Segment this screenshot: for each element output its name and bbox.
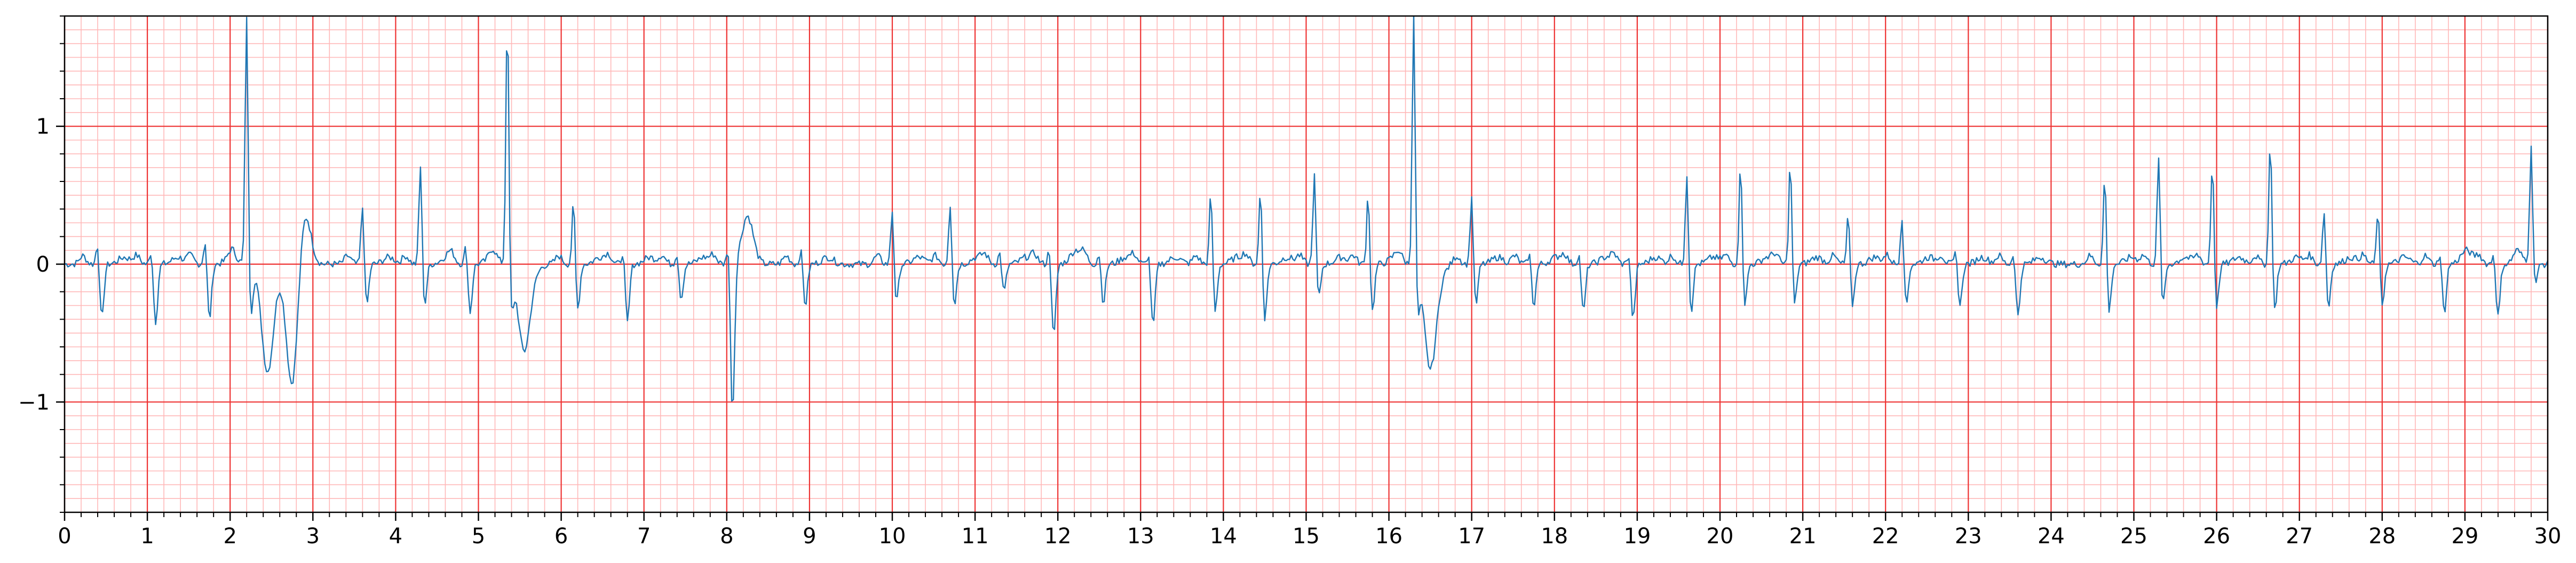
y-tick-label: 0 <box>36 252 50 277</box>
x-tick-label: 11 <box>962 524 989 549</box>
x-tick-label: 6 <box>554 524 568 549</box>
y-axis: −1 0 1 <box>18 15 65 513</box>
major-grid <box>64 16 2549 512</box>
x-axis: 0 1 2 3 4 5 6 7 8 9 10 11 12 13 14 15 16 17 18 19 20 21 22 23 24… <box>58 512 2561 549</box>
x-tick-label: 22 <box>1872 524 1899 549</box>
x-tick-label: 21 <box>1789 524 1817 549</box>
x-tick-label: 28 <box>2368 524 2396 549</box>
y-tick-label: −1 <box>18 390 50 415</box>
x-tick-label: 2 <box>223 524 236 549</box>
x-tick-label: 29 <box>2451 524 2478 549</box>
x-tick-label: 20 <box>1707 524 1734 549</box>
x-tick-label: 19 <box>1623 524 1651 549</box>
x-tick-label: 18 <box>1541 524 1568 549</box>
x-tick-label: 27 <box>2286 524 2313 549</box>
x-tick-label: 25 <box>2120 524 2147 549</box>
x-tick-label: 17 <box>1458 524 1485 549</box>
x-tick-label: 13 <box>1127 524 1154 549</box>
plot-area <box>65 16 2548 402</box>
x-tick-label: 4 <box>389 524 402 549</box>
x-tick-label: 26 <box>2203 524 2230 549</box>
x-tick-label: 5 <box>472 524 485 549</box>
x-tick-label: 7 <box>637 524 651 549</box>
x-tick-label: 24 <box>2038 524 2065 549</box>
x-tick-label: 12 <box>1044 524 1072 549</box>
x-tick-label: 0 <box>58 524 71 549</box>
x-tick-label: 9 <box>803 524 816 549</box>
x-tick-label: 10 <box>879 524 906 549</box>
x-tick-label: 23 <box>1955 524 1982 549</box>
x-tick-label: 8 <box>720 524 733 549</box>
x-tick-label: 16 <box>1375 524 1402 549</box>
x-tick-label: 15 <box>1293 524 1320 549</box>
x-tick-label: 30 <box>2534 524 2562 549</box>
x-tick-label: 14 <box>1210 524 1237 549</box>
x-tick-label: 1 <box>140 524 154 549</box>
x-tick-label: 3 <box>306 524 320 549</box>
y-tick-label: 1 <box>36 115 50 139</box>
ecg-series-line <box>65 16 2548 402</box>
